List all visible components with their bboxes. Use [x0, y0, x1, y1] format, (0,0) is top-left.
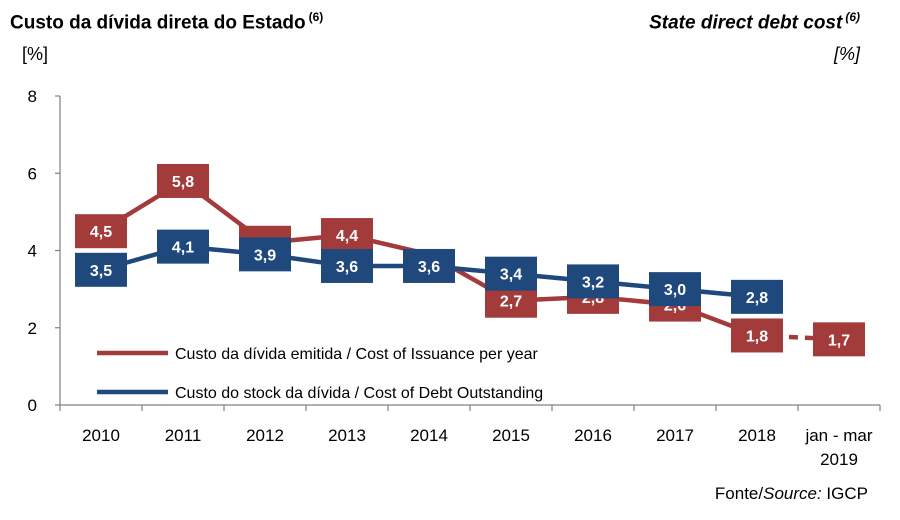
series-2-data-label: 3,6 — [418, 259, 440, 276]
series-2-data-label: 3,9 — [254, 247, 276, 264]
y-tick-label: 2 — [28, 319, 37, 338]
unit-label-en: [%] — [833, 44, 860, 64]
series-2-point — [239, 237, 291, 272]
unit-label-pt: [%] — [22, 44, 49, 64]
y-tick-label: 8 — [28, 87, 37, 106]
series-1-point — [321, 218, 373, 253]
series-2-point — [485, 256, 537, 291]
series-2-data-label: 4,1 — [172, 240, 194, 257]
source-prefix: Fonte/ — [714, 484, 764, 503]
x-tick-label: 2015 — [492, 426, 530, 445]
source-note: Fonte/Source: IGCP — [715, 484, 868, 504]
title-pt-text: Custo da dívida direta do Estado — [10, 12, 306, 34]
y-tick-label: 6 — [28, 164, 37, 183]
series-1-data-label: 1,8 — [746, 328, 768, 345]
series-2-point — [731, 279, 783, 314]
title-en-text: State direct debt cost — [649, 12, 843, 34]
series-2-point — [321, 248, 373, 283]
series-1-point — [75, 214, 127, 249]
title-pt-note: (6) — [308, 10, 324, 24]
series-2-data-label: 3,6 — [336, 259, 358, 276]
x-tick-label: 2011 — [165, 426, 202, 445]
source-name: IGCP — [821, 484, 868, 503]
legend-label-2: Custo do stock da dívida / Cost of Debt … — [175, 385, 543, 402]
x-tick-label: 2019 — [820, 450, 858, 469]
series-1-point — [157, 163, 209, 198]
series-2-point — [649, 272, 701, 307]
x-tick-label: 2014 — [410, 426, 448, 445]
series-2-data-label: 3,2 — [582, 274, 604, 291]
x-tick-label: jan - mar — [804, 426, 872, 445]
x-tick-label: 2018 — [738, 426, 776, 445]
series-1-point — [731, 318, 783, 353]
x-tick-label: 2013 — [328, 426, 366, 445]
series-1-point — [813, 322, 865, 357]
series-2-data-label: 3,4 — [500, 267, 522, 284]
chart-title-pt: Custo da dívida direta do Estado (6) — [10, 10, 323, 34]
series-1-data-label: 2,7 — [500, 294, 522, 311]
series-2-point — [567, 264, 619, 299]
series-1-data-label: 1,7 — [828, 332, 850, 349]
series-2-point — [157, 229, 209, 264]
x-tick-label: 2017 — [656, 426, 694, 445]
series-1-data-label: 4,5 — [90, 224, 112, 241]
x-tick-label: 2016 — [574, 426, 612, 445]
legend-label-1: Custo da dívida emitida / Cost of Issuan… — [175, 346, 539, 363]
series-2-data-label: 3,0 — [664, 282, 686, 299]
series-2-data-label: 3,5 — [90, 263, 112, 280]
series-1-data-label: 4,4 — [336, 228, 358, 245]
source-italic: Source: — [763, 484, 822, 503]
series-1-data-label: 5,8 — [172, 174, 194, 191]
x-tick-label: 2012 — [246, 426, 284, 445]
y-tick-label: 0 — [28, 396, 37, 415]
series-2-point — [403, 248, 455, 283]
title-en-note: (6) — [845, 10, 860, 24]
series-2-point — [75, 252, 127, 287]
x-tick-label: 2010 — [82, 426, 120, 445]
y-tick-label: 4 — [28, 242, 37, 261]
chart-title-en: State direct debt cost (6) — [649, 10, 860, 34]
series-2-data-label: 2,8 — [746, 290, 768, 307]
